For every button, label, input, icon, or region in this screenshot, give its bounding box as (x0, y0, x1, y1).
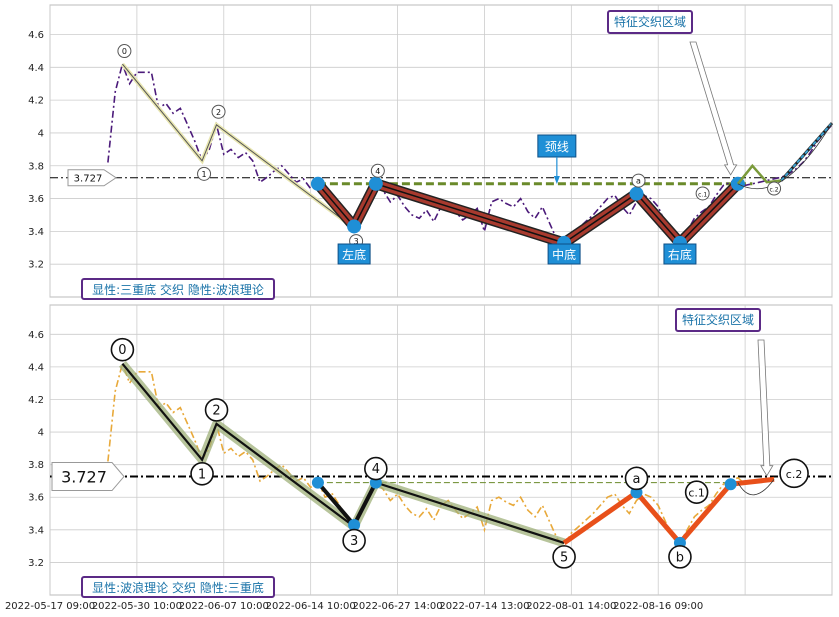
pattern-tag-box (337, 243, 371, 265)
pattern-note: 显性:波浪理论 交织 隐性:三重底 (92, 580, 264, 595)
wave-label: 0 (122, 47, 127, 56)
wave-label-circle (342, 528, 366, 553)
neckline-label-arrowhead (553, 176, 560, 184)
top-panel: 3.23.43.63.844.24.44.63.727012345abc.1c.… (28, 4, 834, 300)
pattern-tag: 右底 (668, 247, 692, 262)
wave-label-circle (631, 173, 646, 188)
pattern-note-box (81, 576, 275, 598)
x-tick-label: 2022-08-16 09:00 (613, 601, 703, 612)
y-tick-label: 4.2 (28, 395, 44, 406)
pattern-note: 显性:三重底 交织 隐性:波浪理论 (92, 282, 264, 297)
pattern-node (368, 176, 383, 191)
y-tick-label: 3.2 (28, 260, 44, 271)
pattern-node (629, 186, 644, 201)
wave-label: a (633, 472, 641, 487)
wave-label-circle (552, 545, 576, 569)
wave-label-circle (117, 44, 132, 59)
pattern-node (311, 476, 324, 489)
x-tick-label: 2022-06-14 10:00 (266, 601, 356, 612)
wave-label: 4 (372, 462, 380, 477)
feature-region-label: 特征交织区域 (614, 14, 686, 29)
y-tick-label: 4.4 (28, 63, 44, 74)
y-tick-label: 4 (38, 428, 44, 439)
projection-target-line (780, 122, 833, 182)
wave-label: a (636, 177, 641, 186)
wave-label-circle (624, 466, 649, 491)
y-tick-label: 4.6 (28, 30, 44, 41)
feature-region-pointer (757, 339, 774, 477)
wave-label: b (676, 550, 684, 565)
y-tick-label: 4.6 (28, 330, 44, 341)
wave-label: c.2 (786, 468, 803, 481)
wave-label-circle (204, 398, 229, 422)
wave-label-circle (684, 480, 709, 505)
x-tick-label: 2022-08-01 14:00 (526, 601, 616, 612)
wave-label: 0 (118, 343, 126, 358)
pattern-node (724, 478, 737, 491)
wave-label: c.2 (770, 187, 779, 194)
y-tick-label: 3.6 (28, 194, 44, 205)
pattern-node (348, 518, 361, 531)
reference-value-label: 3.727 (61, 468, 107, 487)
wave-label-circle (668, 545, 692, 569)
x-tick-label: 2022-05-17 09:00 (5, 601, 95, 612)
wave-label: 4 (375, 167, 380, 176)
pattern-note-box (81, 278, 275, 300)
reference-value-label: 3.727 (74, 174, 103, 185)
wave-label-circle (779, 458, 809, 489)
wave-label: 2 (212, 403, 220, 418)
wave-label: 5 (560, 550, 568, 565)
wave-label-circle (364, 456, 388, 481)
wave-label-circle (695, 186, 710, 201)
feature-region-box (675, 308, 761, 332)
wave-label-circle (190, 461, 214, 486)
neckline-label: 颈线 (545, 140, 569, 154)
pattern-node (310, 176, 325, 191)
wave-label-circle (197, 166, 212, 181)
x-tick-label: 2022-07-14 13:00 (439, 601, 529, 612)
pattern-tag: 左底 (342, 247, 366, 262)
wave-label: 3 (354, 237, 359, 246)
feature-region-label: 特征交织区域 (682, 312, 754, 327)
projection-arc (737, 122, 833, 190)
y-tick-label: 3.2 (28, 558, 44, 569)
projection-arc (737, 479, 775, 496)
wave-label-circle (767, 181, 782, 196)
pattern-tag-box (663, 243, 697, 265)
pattern-node (347, 219, 362, 234)
y-tick-label: 4.2 (28, 96, 44, 107)
wave-label-circle (110, 337, 135, 362)
wave-label: 1 (202, 170, 207, 179)
y-tick-label: 3.6 (28, 493, 44, 504)
x-tick-label: 2022-05-30 10:00 (92, 601, 182, 612)
wave-label-circle (370, 163, 385, 178)
wave-label: 3 (350, 534, 358, 549)
wave-line (121, 362, 565, 544)
x-tick-label: 2022-06-07 10:00 (179, 601, 269, 612)
wave-label: c.1 (688, 487, 705, 500)
pattern-tag-box (547, 243, 581, 265)
reference-arrow-label (67, 169, 117, 187)
wave-label: 1 (198, 467, 206, 482)
y-tick-label: 3.8 (28, 460, 44, 471)
projection-path (736, 163, 782, 185)
plot-frame (49, 304, 833, 596)
reference-arrow-label (51, 462, 125, 492)
y-tick-label: 3.8 (28, 161, 44, 172)
wave-label-circle (211, 104, 226, 119)
bottom-panel: 3.2 3.4 3.6 3.8 4 4.2 4.4 4.6 3.727 0 1 2 3 4 5 a b c.1 c.… (28, 304, 833, 598)
y-tick-label: 3.4 (28, 525, 44, 536)
feature-region-box (607, 10, 693, 34)
y-tick-label: 4.4 (28, 362, 44, 373)
plot-frame (49, 4, 833, 298)
y-tick-label: 4 (38, 128, 44, 139)
feature-region-pointer (689, 41, 738, 176)
y-tick-label: 3.4 (28, 227, 44, 238)
pattern-tag: 中底 (552, 247, 576, 262)
x-tick-label: 2022-06-27 14:00 (352, 601, 442, 612)
wave-label: 2 (216, 108, 221, 117)
wave-label: c.1 (698, 191, 707, 198)
